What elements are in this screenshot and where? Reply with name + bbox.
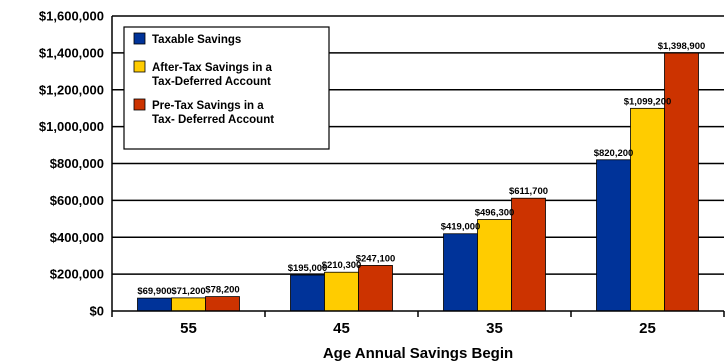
legend-entry-label: Tax- Deferred Account: [152, 114, 274, 126]
bar-value-label: $247,100: [356, 253, 396, 264]
y-tick-label: $200,000: [50, 267, 104, 282]
legend-entry-label: Tax-Deferred Account: [152, 76, 271, 88]
bar: [443, 233, 478, 312]
bar: [596, 159, 631, 312]
x-tick-label: 45: [333, 320, 350, 337]
y-tick-label: $800,000: [50, 156, 104, 171]
bar-value-label: $496,300: [475, 207, 515, 218]
axes: $0 $200,000 $400,000 $600,000 $800,000 $1,000…: [39, 9, 725, 337]
bar-value-label: $820,200: [594, 148, 634, 159]
bar: [358, 265, 393, 312]
y-tick-label: $400,000: [50, 230, 104, 245]
bar-value-label: $611,700: [509, 186, 548, 197]
bar: [324, 271, 359, 312]
bar-value-label: $71,200: [171, 286, 205, 297]
bar: [477, 219, 512, 312]
bar-value-label: $1,398,900: [658, 41, 706, 52]
x-axis-title: Age Annual Savings Begin: [323, 345, 513, 362]
bar: [205, 296, 240, 312]
bar: [630, 107, 665, 312]
x-tick-label: 25: [639, 320, 656, 337]
legend-entry-label: Taxable Savings: [152, 34, 241, 46]
bar: [664, 52, 699, 312]
bar-value-label: $78,200: [205, 285, 239, 296]
y-tick-label: $1,000,000: [39, 119, 104, 134]
bar: [511, 197, 546, 312]
y-tick-label: $1,200,000: [39, 82, 104, 97]
x-tick-label: 55: [180, 320, 197, 337]
bar-value-label: $1,099,200: [624, 96, 672, 107]
y-tick-label: $0: [90, 304, 104, 319]
bars: [137, 52, 699, 312]
bar-value-label: $419,000: [441, 222, 481, 233]
y-tick-label: $600,000: [50, 193, 104, 208]
x-tick-label: 35: [486, 320, 503, 337]
legend-entry-label: After-Tax Savings in a: [152, 62, 273, 74]
value-labels: $69,900 $71,200 $78,200 $195,000$210,300$24…: [137, 41, 705, 297]
bar-value-label: $210,300: [322, 260, 362, 271]
legend-entry-label: Pre-Tax Savings in a: [152, 100, 264, 112]
legend-box: [123, 26, 330, 150]
bar-value-label: $195,000: [288, 263, 328, 274]
bar: [171, 297, 206, 312]
bar: [137, 297, 172, 312]
bar: [290, 274, 325, 312]
y-tick-label: $1,400,000: [39, 45, 104, 60]
legend: Taxable Savings After-Tax Savings in a Tax…: [123, 26, 330, 150]
y-tick-label: $1,600,000: [39, 9, 104, 24]
bar-value-label: $69,900: [137, 286, 171, 297]
legend-swatch: [133, 32, 146, 45]
legend-swatch: [133, 98, 146, 111]
legend-swatch: [133, 60, 146, 73]
